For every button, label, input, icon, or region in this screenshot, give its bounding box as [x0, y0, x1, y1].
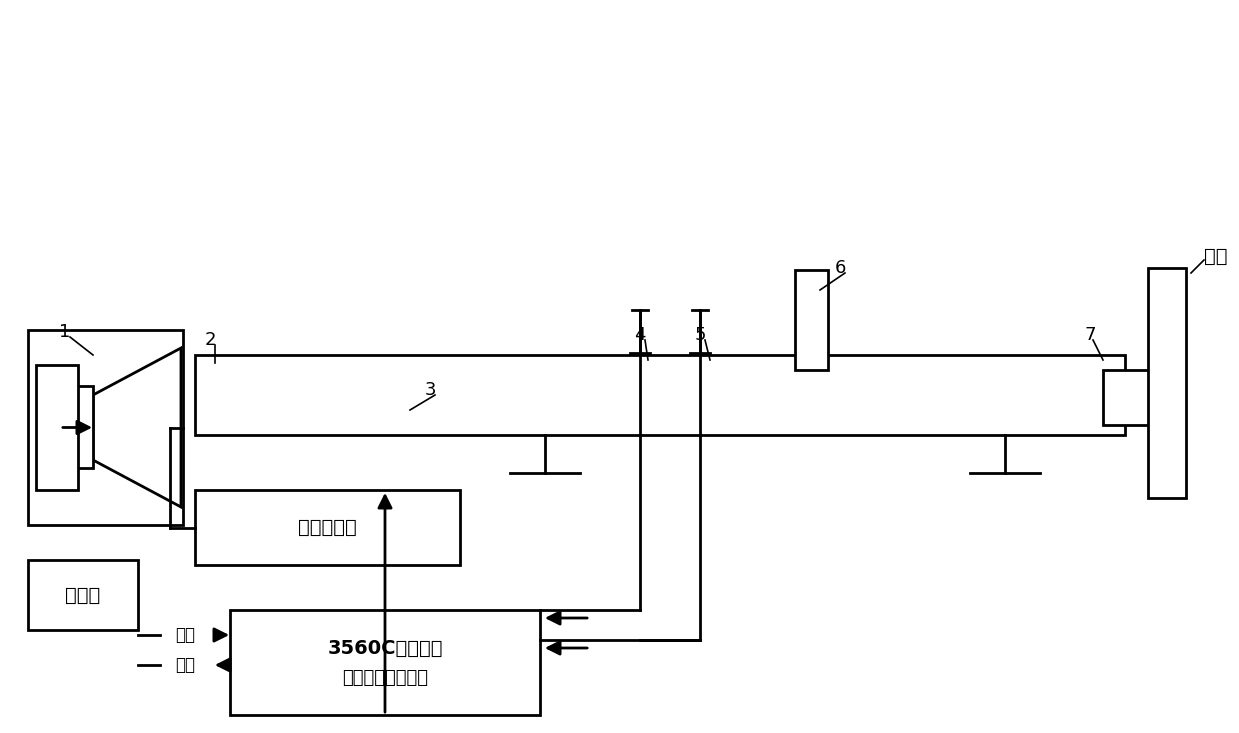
- Text: 3560C测试前端: 3560C测试前端: [327, 639, 442, 658]
- Text: 7: 7: [1084, 326, 1095, 344]
- Text: 2: 2: [204, 331, 216, 349]
- Text: 输入: 输入: [175, 656, 195, 674]
- Bar: [1149, 268, 1186, 498]
- Text: 6: 6: [834, 259, 846, 277]
- Text: 样品: 样品: [1204, 246, 1228, 265]
- Text: 3: 3: [424, 381, 436, 399]
- Bar: [36, 365, 78, 490]
- Text: 4: 4: [634, 326, 646, 344]
- Bar: [230, 610, 540, 715]
- Bar: [64, 386, 93, 468]
- Text: 功率放大器: 功率放大器: [299, 518, 357, 537]
- Polygon shape: [93, 348, 181, 507]
- Bar: [795, 270, 828, 370]
- Text: 计算机: 计算机: [66, 586, 100, 605]
- Bar: [28, 560, 138, 630]
- Text: 5: 5: [694, 326, 706, 344]
- Bar: [28, 330, 183, 525]
- Text: 1: 1: [59, 323, 71, 341]
- Bar: [195, 355, 1125, 435]
- Text: 输出: 输出: [175, 626, 195, 644]
- Bar: [1103, 370, 1151, 425]
- Text: （可发射、采集）: （可发射、采集）: [342, 669, 427, 688]
- Bar: [195, 490, 460, 565]
